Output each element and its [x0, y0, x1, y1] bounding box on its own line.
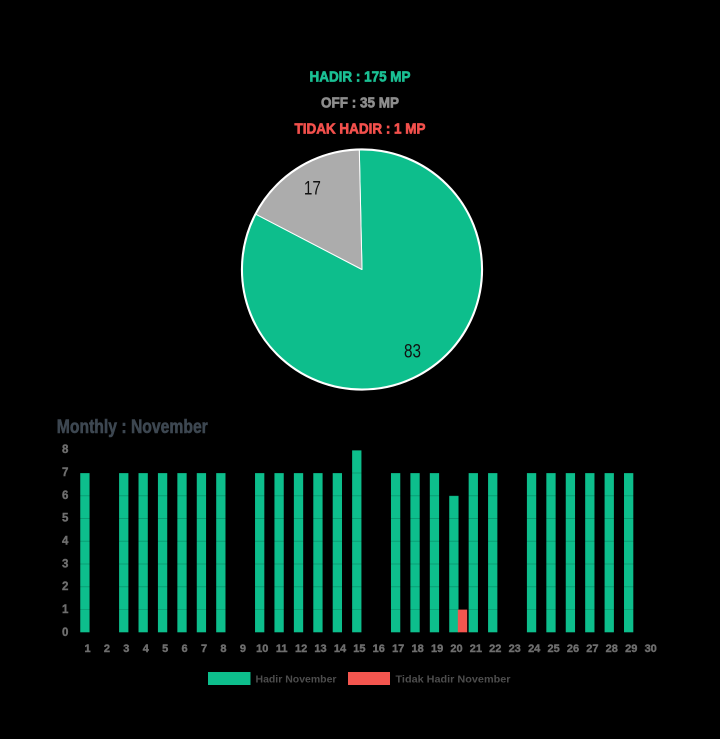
svg-text:Monthly : November: Monthly : November [57, 417, 209, 438]
svg-text:3: 3 [123, 643, 129, 655]
svg-text:5: 5 [62, 513, 69, 525]
svg-text:8: 8 [220, 643, 226, 655]
svg-text:2: 2 [104, 643, 110, 655]
svg-text:HADIR : 175 MP: HADIR : 175 MP [310, 69, 411, 86]
svg-text:TIDAK HADIR : 1 MP: TIDAK HADIR : 1 MP [295, 121, 426, 138]
svg-text:6: 6 [182, 643, 188, 655]
svg-text:30: 30 [645, 643, 657, 655]
svg-text:28: 28 [606, 643, 618, 655]
svg-text:2: 2 [62, 581, 68, 593]
svg-text:13: 13 [314, 643, 326, 655]
svg-text:11: 11 [276, 643, 288, 655]
svg-text:8: 8 [62, 444, 69, 456]
svg-text:17: 17 [392, 643, 404, 655]
svg-text:19: 19 [431, 643, 443, 655]
svg-text:5: 5 [162, 643, 168, 655]
svg-text:12: 12 [295, 643, 307, 655]
svg-text:4: 4 [62, 536, 69, 548]
svg-text:23: 23 [509, 643, 521, 655]
svg-text:29: 29 [625, 643, 637, 655]
svg-text:17: 17 [304, 179, 321, 200]
svg-text:27: 27 [586, 643, 598, 655]
svg-text:24: 24 [528, 643, 541, 655]
svg-text:22: 22 [489, 643, 501, 655]
svg-text:25: 25 [547, 643, 559, 655]
svg-text:3: 3 [62, 558, 68, 570]
svg-text:9: 9 [240, 643, 246, 655]
svg-text:Hadir November: Hadir November [256, 674, 337, 686]
svg-text:4: 4 [143, 643, 150, 655]
svg-text:15: 15 [353, 643, 365, 655]
svg-text:16: 16 [373, 643, 385, 655]
svg-text:21: 21 [470, 643, 482, 655]
svg-text:OFF : 35 MP: OFF : 35 MP [321, 95, 399, 112]
svg-text:7: 7 [201, 643, 207, 655]
svg-text:1: 1 [84, 643, 90, 655]
svg-text:20: 20 [450, 643, 462, 655]
svg-text:18: 18 [411, 643, 423, 655]
svg-text:26: 26 [567, 643, 579, 655]
svg-text:0: 0 [62, 627, 68, 639]
svg-text:7: 7 [62, 467, 68, 479]
svg-text:83: 83 [404, 342, 421, 363]
svg-text:Tidak Hadir November: Tidak Hadir November [396, 674, 511, 686]
svg-text:6: 6 [62, 490, 68, 502]
svg-text:14: 14 [334, 643, 347, 655]
svg-text:10: 10 [256, 643, 268, 655]
svg-text:1: 1 [62, 604, 69, 616]
